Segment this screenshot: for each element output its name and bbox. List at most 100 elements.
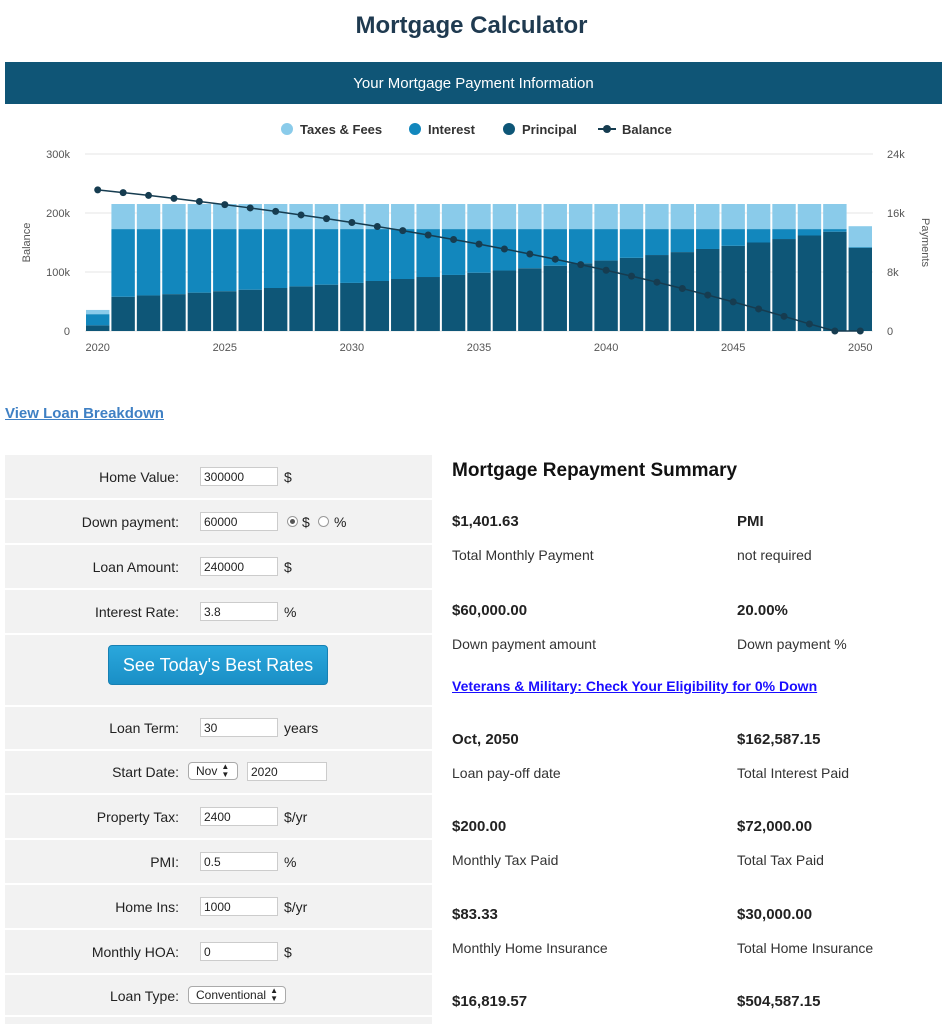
loan-amount-input[interactable] — [200, 557, 278, 576]
bar-interest — [848, 247, 872, 248]
down-payment-percent-radio[interactable] — [318, 516, 329, 527]
bar-principal — [518, 268, 542, 331]
bar-taxes-fees — [263, 204, 288, 230]
bar-interest — [772, 229, 796, 240]
bar-interest — [314, 229, 339, 285]
bar-taxes-fees — [543, 204, 567, 230]
loan-term-row: Loan Term: years — [5, 707, 432, 751]
bar-taxes-fees — [136, 204, 161, 230]
loan-amount-unit: $ — [284, 559, 292, 575]
mortgage-chart: 2020 2025 2030 2035 2040 2045 2050 0 100k 200k 300… — [21, 122, 931, 354]
bar-taxes-fees — [365, 204, 390, 230]
balance-point — [500, 245, 508, 253]
bar-principal — [645, 255, 669, 331]
monthly-tax-label: Monthly Tax Paid — [452, 852, 559, 868]
bar-taxes-fees — [797, 204, 822, 230]
monthly-tax-value: $200.00 — [452, 818, 507, 835]
total-interest-value: $162,587.15 — [737, 731, 821, 748]
down-payment-row: Down payment: $ % — [5, 500, 432, 545]
x-tick-label: 2020 — [85, 342, 109, 354]
rates-button-row: See Today's Best Rates — [5, 635, 432, 707]
property-tax-input[interactable] — [200, 807, 278, 826]
bar-interest — [746, 229, 771, 243]
y-right-axis-label: Payments — [919, 218, 931, 267]
bar-interest — [543, 229, 567, 266]
x-tick-label: 2045 — [721, 342, 745, 354]
pmi-summary-label: not required — [737, 547, 812, 563]
bar-principal — [619, 257, 644, 331]
balance-point — [170, 194, 178, 202]
bar-principal — [848, 247, 872, 331]
bar-taxes-fees — [467, 204, 491, 230]
down-payment-label: Down payment: — [81, 514, 179, 530]
balance-point — [145, 191, 153, 199]
home-value-input[interactable] — [200, 467, 278, 486]
bar-principal — [746, 242, 771, 331]
start-year-input[interactable] — [247, 762, 327, 781]
loan-amount-label: Loan Amount: — [92, 559, 179, 575]
bar-taxes-fees — [594, 204, 618, 230]
banner-text: Your Mortgage Payment Information — [353, 74, 594, 92]
down-payment-percent-unit: % — [334, 514, 347, 530]
balance-point — [373, 223, 381, 231]
bar-taxes-fees — [391, 204, 415, 230]
bar-principal — [289, 286, 313, 331]
monthly-hoa-input[interactable] — [200, 942, 278, 961]
y-right-tick-label: 16k — [887, 208, 905, 220]
bar-principal — [136, 295, 161, 331]
bar-taxes-fees — [772, 204, 796, 230]
loan-term-input[interactable] — [200, 718, 278, 737]
start-month-select[interactable]: Nov ▲ ▼ — [188, 762, 238, 780]
bar-interest — [797, 229, 822, 236]
loan-type-label: Loan Type: — [109, 988, 179, 1004]
bar-principal — [594, 260, 618, 331]
start-date-row: Start Date: Nov ▲ ▼ — [5, 751, 432, 795]
loan-type-select[interactable]: Conventional ▲ ▼ — [188, 986, 286, 1004]
bar-principal — [86, 325, 110, 331]
calculator-form: Home Value: $ Down payment: $ % Loan Amo… — [5, 455, 432, 1024]
legend-marker-icon — [281, 123, 293, 135]
home-ins-input[interactable] — [200, 897, 278, 916]
view-loan-breakdown-link[interactable]: View Loan Breakdown — [5, 405, 164, 422]
bar-principal — [467, 272, 491, 331]
bar-principal — [162, 294, 186, 331]
bar-interest — [568, 229, 593, 264]
x-tick-label: 2025 — [213, 342, 237, 354]
y-left-tick-label: 100k — [46, 267, 70, 279]
interest-rate-input[interactable] — [200, 602, 278, 621]
bar-interest — [136, 229, 161, 296]
down-payment-dollar-radio[interactable] — [287, 516, 298, 527]
legend-label: Balance — [622, 122, 672, 137]
balance-point — [704, 291, 712, 299]
select-arrows-icon: ▲ ▼ — [270, 986, 278, 1003]
see-best-rates-button[interactable]: See Today's Best Rates — [108, 645, 328, 685]
bar-taxes-fees — [416, 204, 440, 230]
interest-rate-row: Interest Rate: % — [5, 590, 432, 635]
down-payment-amount-value: $60,000.00 — [452, 602, 528, 619]
bar-interest — [467, 229, 491, 273]
down-payment-amount-label: Down payment amount — [452, 636, 596, 652]
total-payments-value: $16,819.57 — [452, 993, 528, 1010]
balance-point — [322, 215, 330, 223]
loan-type-value: Conventional — [196, 988, 267, 1002]
monthly-insurance-label: Monthly Home Insurance — [452, 940, 608, 956]
bar-interest — [645, 229, 669, 256]
bar-taxes-fees — [645, 204, 669, 230]
total-insurance-value: $30,000.00 — [737, 906, 813, 923]
balance-point — [195, 197, 203, 205]
balance-point — [678, 285, 686, 293]
pmi-input[interactable] — [200, 852, 278, 871]
bar-principal — [797, 235, 822, 331]
legend-marker-icon — [409, 123, 421, 135]
bar-principal — [340, 282, 364, 331]
monthly-hoa-label: Monthly HOA: — [91, 944, 179, 960]
veterans-eligibility-link[interactable]: Veterans & Military: Check Your Eligibil… — [452, 678, 818, 694]
property-tax-row: Property Tax: $/yr — [5, 795, 432, 840]
bar-principal — [441, 274, 466, 331]
down-payment-pct-label: Down payment % — [737, 636, 847, 652]
balance-point — [221, 201, 229, 209]
total-interest-label: Total Interest Paid — [737, 765, 850, 781]
bar-principal — [823, 231, 847, 331]
down-payment-input[interactable] — [200, 512, 278, 531]
bar-interest — [213, 229, 237, 292]
